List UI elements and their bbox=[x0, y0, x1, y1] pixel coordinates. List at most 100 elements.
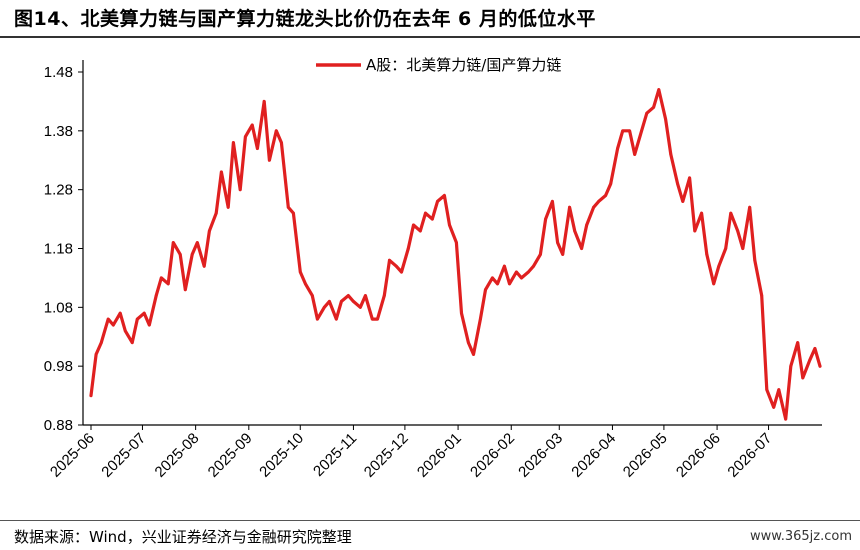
data-point bbox=[729, 211, 733, 215]
y-tick-label: 0.98 bbox=[44, 358, 73, 375]
data-point bbox=[467, 341, 470, 344]
x-tick-label: 2025-10 bbox=[256, 430, 307, 481]
data-point bbox=[111, 323, 115, 327]
data-point bbox=[364, 294, 367, 297]
data-point bbox=[580, 247, 583, 250]
data-point bbox=[388, 258, 391, 262]
data-point bbox=[418, 229, 422, 233]
x-tick-label: 2026-05 bbox=[620, 430, 671, 481]
data-point bbox=[256, 147, 259, 150]
data-point bbox=[688, 176, 691, 180]
x-tick-label: 2026-06 bbox=[673, 430, 724, 481]
data-point bbox=[238, 188, 242, 192]
data-point bbox=[573, 229, 577, 233]
x-tick-label: 2026-02 bbox=[467, 430, 518, 481]
data-point bbox=[166, 282, 170, 286]
data-point bbox=[376, 317, 379, 321]
data-source-note: 数据来源：Wind，兴业证券经济与金融研究院整理 bbox=[14, 528, 352, 546]
data-point bbox=[772, 405, 776, 409]
data-point bbox=[280, 141, 283, 145]
data-point bbox=[700, 211, 703, 215]
data-point bbox=[561, 253, 565, 256]
data-point bbox=[328, 300, 331, 303]
data-point bbox=[159, 276, 163, 280]
y-tick-label: 1.08 bbox=[44, 299, 73, 316]
data-point bbox=[705, 253, 709, 256]
data-point bbox=[669, 153, 673, 156]
data-point bbox=[736, 229, 740, 233]
chart-title: 图14、北美算力链与国产算力链龙头比价仍在去年 6 月的低位水平 bbox=[14, 8, 596, 30]
data-point bbox=[455, 241, 458, 245]
data-point bbox=[496, 282, 499, 286]
data-point bbox=[544, 217, 547, 221]
y-tick-label: 0.88 bbox=[44, 417, 73, 434]
data-point bbox=[232, 141, 235, 145]
data-point bbox=[118, 311, 122, 315]
plot-area bbox=[89, 88, 822, 421]
x-tick-label: 2026-03 bbox=[515, 430, 566, 481]
data-point bbox=[208, 229, 211, 233]
data-point bbox=[657, 88, 661, 92]
title-divider bbox=[0, 36, 860, 38]
x-tick-label: 2025-09 bbox=[205, 430, 256, 481]
data-point bbox=[717, 264, 721, 268]
data-point bbox=[585, 223, 589, 227]
data-point bbox=[551, 200, 554, 203]
data-point bbox=[568, 205, 571, 209]
data-point bbox=[94, 353, 98, 356]
data-point bbox=[340, 300, 343, 303]
data-point bbox=[171, 241, 175, 245]
x-tick-label: 2026-01 bbox=[414, 430, 465, 481]
data-point bbox=[292, 211, 295, 215]
data-point bbox=[406, 247, 410, 250]
series-line bbox=[89, 88, 822, 421]
data-point bbox=[616, 147, 619, 150]
data-point bbox=[106, 317, 110, 321]
y-tick-label: 1.38 bbox=[44, 123, 73, 140]
data-point bbox=[202, 264, 206, 268]
data-point bbox=[664, 117, 667, 121]
legend-label: A股：北美算力链/国产算力链 bbox=[366, 56, 561, 74]
data-point bbox=[748, 205, 752, 209]
x-tick-label: 2026-04 bbox=[568, 430, 619, 481]
data-point bbox=[244, 135, 247, 139]
data-point bbox=[801, 376, 805, 380]
x-tick-label: 2026-07 bbox=[724, 430, 775, 481]
data-point bbox=[226, 205, 230, 209]
data-point bbox=[808, 358, 812, 362]
data-point bbox=[430, 217, 434, 221]
data-point bbox=[724, 247, 728, 250]
data-point bbox=[443, 194, 446, 197]
data-point bbox=[262, 100, 266, 103]
data-point bbox=[765, 388, 769, 392]
data-point bbox=[424, 211, 427, 215]
data-point bbox=[609, 182, 613, 186]
data-point bbox=[628, 129, 631, 133]
data-point bbox=[220, 170, 223, 174]
data-point bbox=[508, 282, 511, 286]
data-point bbox=[99, 341, 103, 344]
data-point bbox=[693, 229, 697, 233]
data-point bbox=[382, 294, 386, 297]
data-point bbox=[147, 323, 151, 327]
data-point bbox=[130, 341, 134, 344]
x-tick-label: 2025-07 bbox=[98, 430, 149, 481]
data-point bbox=[274, 129, 278, 133]
data-point bbox=[268, 158, 271, 162]
data-point bbox=[178, 253, 182, 256]
y-tick-label: 1.18 bbox=[44, 241, 73, 258]
data-point bbox=[304, 282, 307, 286]
data-point bbox=[633, 153, 637, 156]
data-point bbox=[813, 347, 817, 350]
data-point bbox=[135, 317, 139, 321]
data-point bbox=[484, 288, 487, 292]
data-point bbox=[784, 417, 788, 421]
data-point bbox=[640, 129, 643, 133]
data-point bbox=[520, 276, 523, 280]
data-point bbox=[436, 200, 439, 203]
data-point bbox=[796, 341, 800, 344]
x-tick-label: 2025-06 bbox=[47, 430, 98, 481]
data-point bbox=[592, 205, 595, 209]
x-tick-label: 2025-12 bbox=[361, 430, 412, 481]
x-tick-label: 2025-08 bbox=[152, 430, 203, 481]
